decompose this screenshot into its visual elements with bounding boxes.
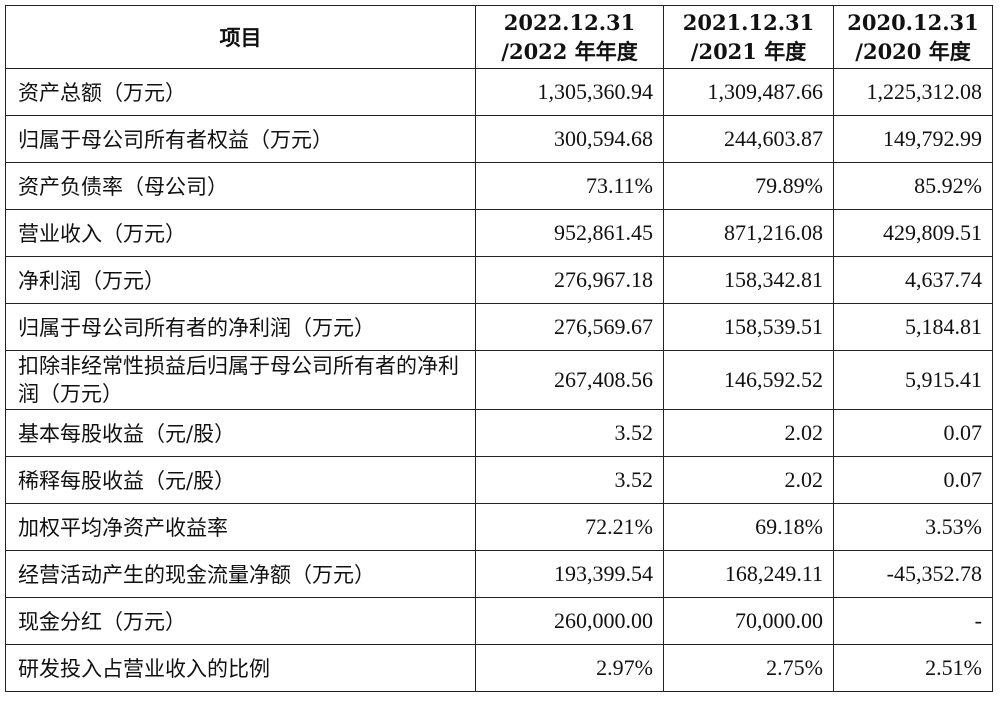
- cell-2021: 79.89%: [663, 162, 834, 210]
- header-item: 项目: [5, 5, 476, 69]
- cell-2021: 871,216.08: [663, 209, 834, 257]
- cell-2022: 267,408.56: [475, 350, 664, 410]
- row-label: 稀释每股收益（元/股）: [5, 456, 476, 504]
- row-label: 扣除非经常性损益后归属于母公司所有者的净利润（万元）: [5, 350, 476, 410]
- header-col-2022-line2: /2022 年年度: [501, 39, 638, 64]
- cell-2021: 168,249.11: [663, 550, 834, 598]
- row-label: 研发投入占营业收入的比例: [5, 644, 476, 692]
- cell-2022: 2.97%: [475, 644, 664, 692]
- cell-2020: -: [833, 597, 993, 645]
- row-label: 归属于母公司所有者的净利润（万元）: [5, 303, 476, 351]
- header-col-2021-line2: /2021 年度: [690, 39, 807, 64]
- table-row: 经营活动产生的现金流量净额（万元） 193,399.54 168,249.11 -45…: [5, 550, 993, 598]
- row-label: 经营活动产生的现金流量净额（万元）: [5, 550, 476, 598]
- row-label: 资产负债率（母公司）: [5, 162, 476, 210]
- table-row: 基本每股收益（元/股） 3.52 2.02 0.07: [5, 409, 993, 457]
- table-row: 归属于母公司所有者的净利润（万元） 276,569.67 158,539.51 5,1…: [5, 303, 993, 351]
- header-col-2021-line1: 2021.12.31: [682, 10, 815, 35]
- cell-2022: 73.11%: [475, 162, 664, 210]
- cell-2020: 1,225,312.08: [833, 68, 993, 116]
- cell-2020: 85.92%: [833, 162, 993, 210]
- table-row: 资产负债率（母公司） 73.11% 79.89% 85.92%: [5, 162, 993, 210]
- cell-2020: 5,915.41: [833, 350, 993, 410]
- cell-2022: 276,967.18: [475, 256, 664, 304]
- cell-2020: 429,809.51: [833, 209, 993, 257]
- cell-2021: 146,592.52: [663, 350, 834, 410]
- cell-2021: 244,603.87: [663, 115, 834, 163]
- cell-2022: 300,594.68: [475, 115, 664, 163]
- cell-2021: 70,000.00: [663, 597, 834, 645]
- cell-2020: 5,184.81: [833, 303, 993, 351]
- cell-2022: 3.52: [475, 456, 664, 504]
- cell-2020: 2.51%: [833, 644, 993, 692]
- header-col-2022-line1: 2022.12.31: [503, 10, 636, 35]
- row-label: 归属于母公司所有者权益（万元）: [5, 115, 476, 163]
- cell-2021: 69.18%: [663, 503, 834, 551]
- row-label: 加权平均净资产收益率: [5, 503, 476, 551]
- table-row: 扣除非经常性损益后归属于母公司所有者的净利润（万元） 267,408.56 146,…: [5, 350, 993, 410]
- cell-2021: 2.02: [663, 409, 834, 457]
- header-col-2020-line2: /2020 年度: [855, 39, 971, 64]
- table-row: 加权平均净资产收益率 72.21% 69.18% 3.53%: [5, 503, 993, 551]
- table-row: 现金分红（万元） 260,000.00 70,000.00-: [5, 597, 993, 645]
- cell-2022: 952,861.45: [475, 209, 664, 257]
- table-row: 净利润（万元） 276,967.18 158,342.81 4,637.74: [5, 256, 993, 304]
- row-label: 营业收入（万元）: [5, 209, 476, 257]
- financial-table: 项目 2022.12.31 /2022 年年度 2021.12.31 /2021…: [5, 5, 993, 692]
- table-row: 资产总额（万元） 1,305,360.94 1,309,487.66 1,225,31…: [5, 68, 993, 116]
- cell-2022: 276,569.67: [475, 303, 664, 351]
- header-col-2022: 2022.12.31 /2022 年年度: [475, 5, 664, 69]
- cell-2022: 1,305,360.94: [475, 68, 664, 116]
- row-label: 净利润（万元）: [5, 256, 476, 304]
- row-label: 资产总额（万元）: [5, 68, 476, 116]
- cell-2020: 3.53%: [833, 503, 993, 551]
- cell-2020: 149,792.99: [833, 115, 993, 163]
- row-label: 基本每股收益（元/股）: [5, 409, 476, 457]
- cell-2020: 4,637.74: [833, 256, 993, 304]
- cell-2022: 260,000.00: [475, 597, 664, 645]
- cell-2022: 72.21%: [475, 503, 664, 551]
- table-row: 营业收入（万元） 952,861.45 871,216.08 429,809.51: [5, 209, 993, 257]
- table-row: 研发投入占营业收入的比例 2.97% 2.75% 2.51%: [5, 644, 993, 692]
- cell-2021: 2.75%: [663, 644, 834, 692]
- cell-2021: 2.02: [663, 456, 834, 504]
- table-row: 稀释每股收益（元/股） 3.52 2.02 0.07: [5, 456, 993, 504]
- cell-2022: 193,399.54: [475, 550, 664, 598]
- cell-2020: 0.07: [833, 456, 993, 504]
- header-col-2020-line1: 2020.12.31: [847, 10, 979, 35]
- cell-2020: 0.07: [833, 409, 993, 457]
- header-col-2020: 2020.12.31 /2020 年度: [833, 5, 993, 69]
- header-row: 项目 2022.12.31 /2022 年年度 2021.12.31 /2021…: [5, 5, 993, 69]
- cell-2021: 158,539.51: [663, 303, 834, 351]
- header-col-2021: 2021.12.31 /2021 年度: [663, 5, 834, 69]
- cell-2021: 1,309,487.66: [663, 68, 834, 116]
- cell-2022: 3.52: [475, 409, 664, 457]
- table-row: 归属于母公司所有者权益（万元） 300,594.68 244,603.87 149,7…: [5, 115, 993, 163]
- cell-2020: -45,352.78: [833, 550, 993, 598]
- row-label: 现金分红（万元）: [5, 597, 476, 645]
- cell-2021: 158,342.81: [663, 256, 834, 304]
